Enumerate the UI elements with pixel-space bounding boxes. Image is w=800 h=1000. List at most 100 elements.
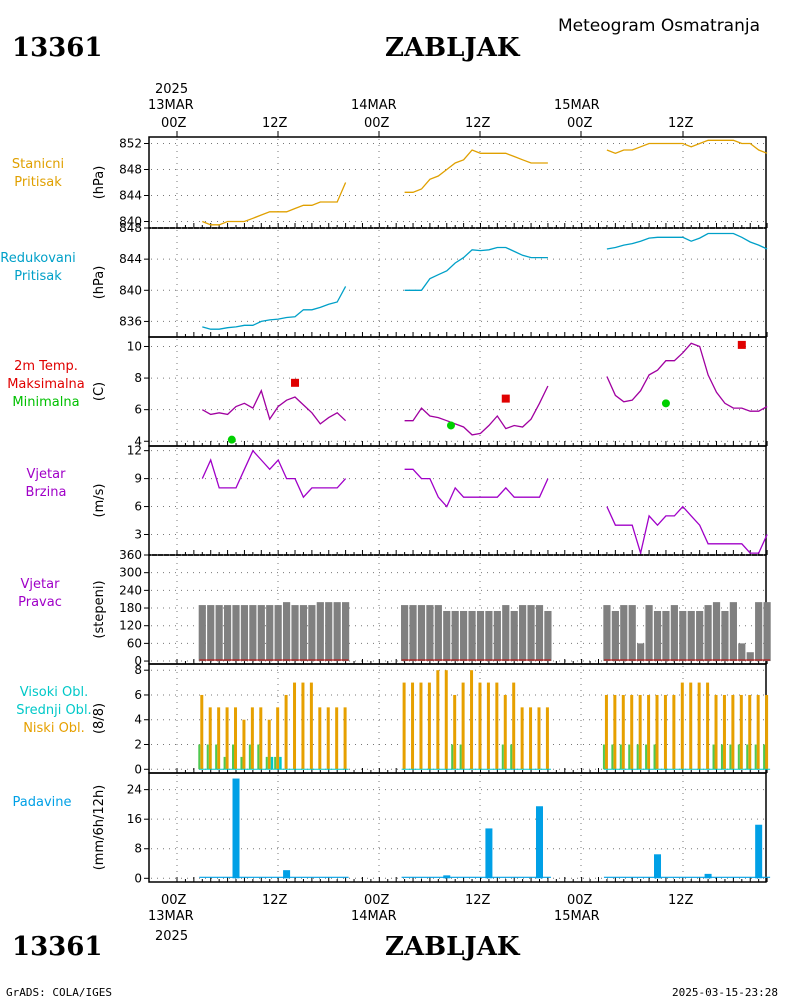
wind-speed-unit: (m/s) — [92, 484, 107, 518]
top-date-day3: 15MAR — [554, 98, 600, 113]
wind-direction-bar — [476, 610, 485, 662]
wind-direction-bar — [620, 605, 628, 662]
wind-speed-label-0: Vjetar — [27, 467, 67, 482]
cloud-mid-bar — [611, 744, 614, 770]
cloud-mid-bar — [754, 744, 757, 770]
cloud-low-bar — [689, 682, 693, 770]
cloud-low-bar — [512, 682, 516, 770]
top-date-day1: 13MAR — [148, 98, 194, 113]
panel-precipitation: 0 8 16 24 (mm/6h/12h) Padavine — [13, 772, 771, 885]
wind-direction-bar — [308, 605, 316, 662]
reduced-pressure-ytick-label: 840 — [119, 283, 142, 297]
cloud-low-bar — [722, 694, 726, 770]
wind-direction-bar — [721, 610, 729, 662]
cloud-cover-unit: (8/8) — [92, 703, 107, 734]
wind-speed-series-line — [201, 449, 347, 499]
cloud-low-bar — [427, 682, 431, 770]
top-noon-day3: 12Z — [668, 116, 694, 131]
bottom-date-day3: 15MAR — [554, 909, 600, 924]
wind-direction-bar — [679, 610, 687, 662]
wind-speed-series-line — [606, 505, 768, 556]
cloud-low-bar — [335, 707, 339, 770]
top-hour-day1: 00Z — [161, 116, 187, 131]
precip-bar — [485, 828, 493, 879]
wind-speed-ytick-label: 12 — [127, 444, 142, 458]
wind-direction-bar — [207, 605, 215, 662]
cloud-low-bar — [630, 694, 634, 770]
wind-direction-bar — [670, 605, 678, 662]
top-hour-day2: 00Z — [364, 116, 390, 131]
cloud-mid-bar — [737, 744, 740, 770]
precip-bar — [704, 873, 712, 879]
cloud-mid-bar — [602, 744, 605, 770]
precip-bar — [654, 854, 662, 879]
wind-direction-bar — [240, 605, 249, 662]
wind-direction-bar — [215, 605, 223, 662]
cloud-low-bar — [402, 682, 406, 770]
precip-bar — [232, 778, 240, 879]
wind-direction-bar — [342, 602, 350, 662]
tmax-marker — [291, 378, 300, 387]
station-pressure-series-line — [202, 182, 347, 226]
cloud-mid-bar — [232, 744, 235, 770]
wind-direction-bar — [746, 652, 754, 662]
panel-temperature: 4 6 8 10 (C) 2m Temp. Maksimalna Minimalna — [7, 336, 768, 448]
reduced-pressure-ytick-label: 836 — [119, 314, 142, 328]
cloud-cover-label-0: Visoki Obl. — [20, 685, 88, 700]
cloud-low-bar — [242, 719, 246, 770]
wind-direction-bar — [443, 610, 451, 662]
temperature-ytick-label: 4 — [134, 434, 142, 448]
wind-direction-bar — [696, 610, 704, 662]
wind-direction-ytick-label: 300 — [119, 566, 142, 580]
wind-speed-ytick-label: 6 — [134, 500, 142, 514]
station-id-bottom: 13361 — [12, 932, 102, 962]
precipitation-ytick-label: 0 — [134, 871, 142, 885]
wind-direction-bar — [603, 605, 611, 662]
wind-direction-label-0: Vjetar — [21, 577, 61, 592]
wind-direction-bar — [662, 610, 670, 662]
precipitation-unit: (mm/6h/12h) — [92, 785, 107, 871]
temperature-unit: (C) — [92, 382, 107, 401]
cloud-cover-label-2: Niski Obl. — [23, 721, 85, 736]
station-pressure-label-1: Pritisak — [14, 175, 62, 190]
wind-direction-bar — [645, 605, 653, 662]
panel-wind-direction: 0 60 120 180 240 300 360 (stepeni) Vjetar Pravac — [18, 548, 771, 668]
cloud-low-bar — [276, 707, 280, 770]
wind-speed-ytick-label: 3 — [134, 528, 142, 542]
cloud-mid-bar — [248, 744, 251, 770]
wind-direction-bar — [417, 605, 426, 662]
precipitation-ytick-label: 8 — [134, 842, 142, 856]
station-pressure-ytick-label: 848 — [119, 163, 142, 177]
wind-direction-bar — [266, 605, 274, 662]
cloud-low-bar — [503, 694, 507, 770]
meteogram-title: Meteogram Osmatranja — [558, 16, 760, 36]
temperature-label-2: Minimalna — [12, 395, 79, 410]
wind-direction-bar — [493, 610, 501, 662]
bottom-year-label: 2025 — [155, 929, 188, 944]
cloud-low-bar — [706, 682, 710, 770]
wind-direction-bar — [712, 602, 721, 662]
cloud-mid-bar — [619, 744, 622, 770]
bottom-noon-day1: 12Z — [262, 893, 288, 908]
cloud-mid-bar — [274, 756, 277, 770]
cloud-low-bar — [470, 670, 474, 770]
cloud-low-bar — [444, 670, 448, 770]
station-pressure-series-line — [606, 139, 768, 154]
wind-direction-bar — [460, 610, 468, 662]
cloud-mid-bar — [510, 744, 513, 770]
wind-direction-bar — [729, 602, 737, 662]
cloud-mid-bar — [720, 744, 723, 770]
wind-direction-ytick-label: 360 — [119, 548, 142, 562]
wind-direction-ytick-label: 60 — [127, 636, 142, 650]
precip-bar — [755, 824, 763, 879]
cloud-low-bar — [495, 682, 499, 770]
cloud-cover-ytick-label: 8 — [134, 663, 142, 677]
cloud-low-bar — [234, 707, 238, 770]
footer-credit: GrADS: COLA/IGES — [6, 986, 112, 999]
wind-speed-ytick-label: 9 — [134, 472, 142, 486]
bottom-hour-day2: 00Z — [364, 893, 390, 908]
cloud-low-bar — [638, 694, 642, 770]
cloud-low-bar — [756, 694, 760, 770]
cloud-low-bar — [714, 694, 718, 770]
